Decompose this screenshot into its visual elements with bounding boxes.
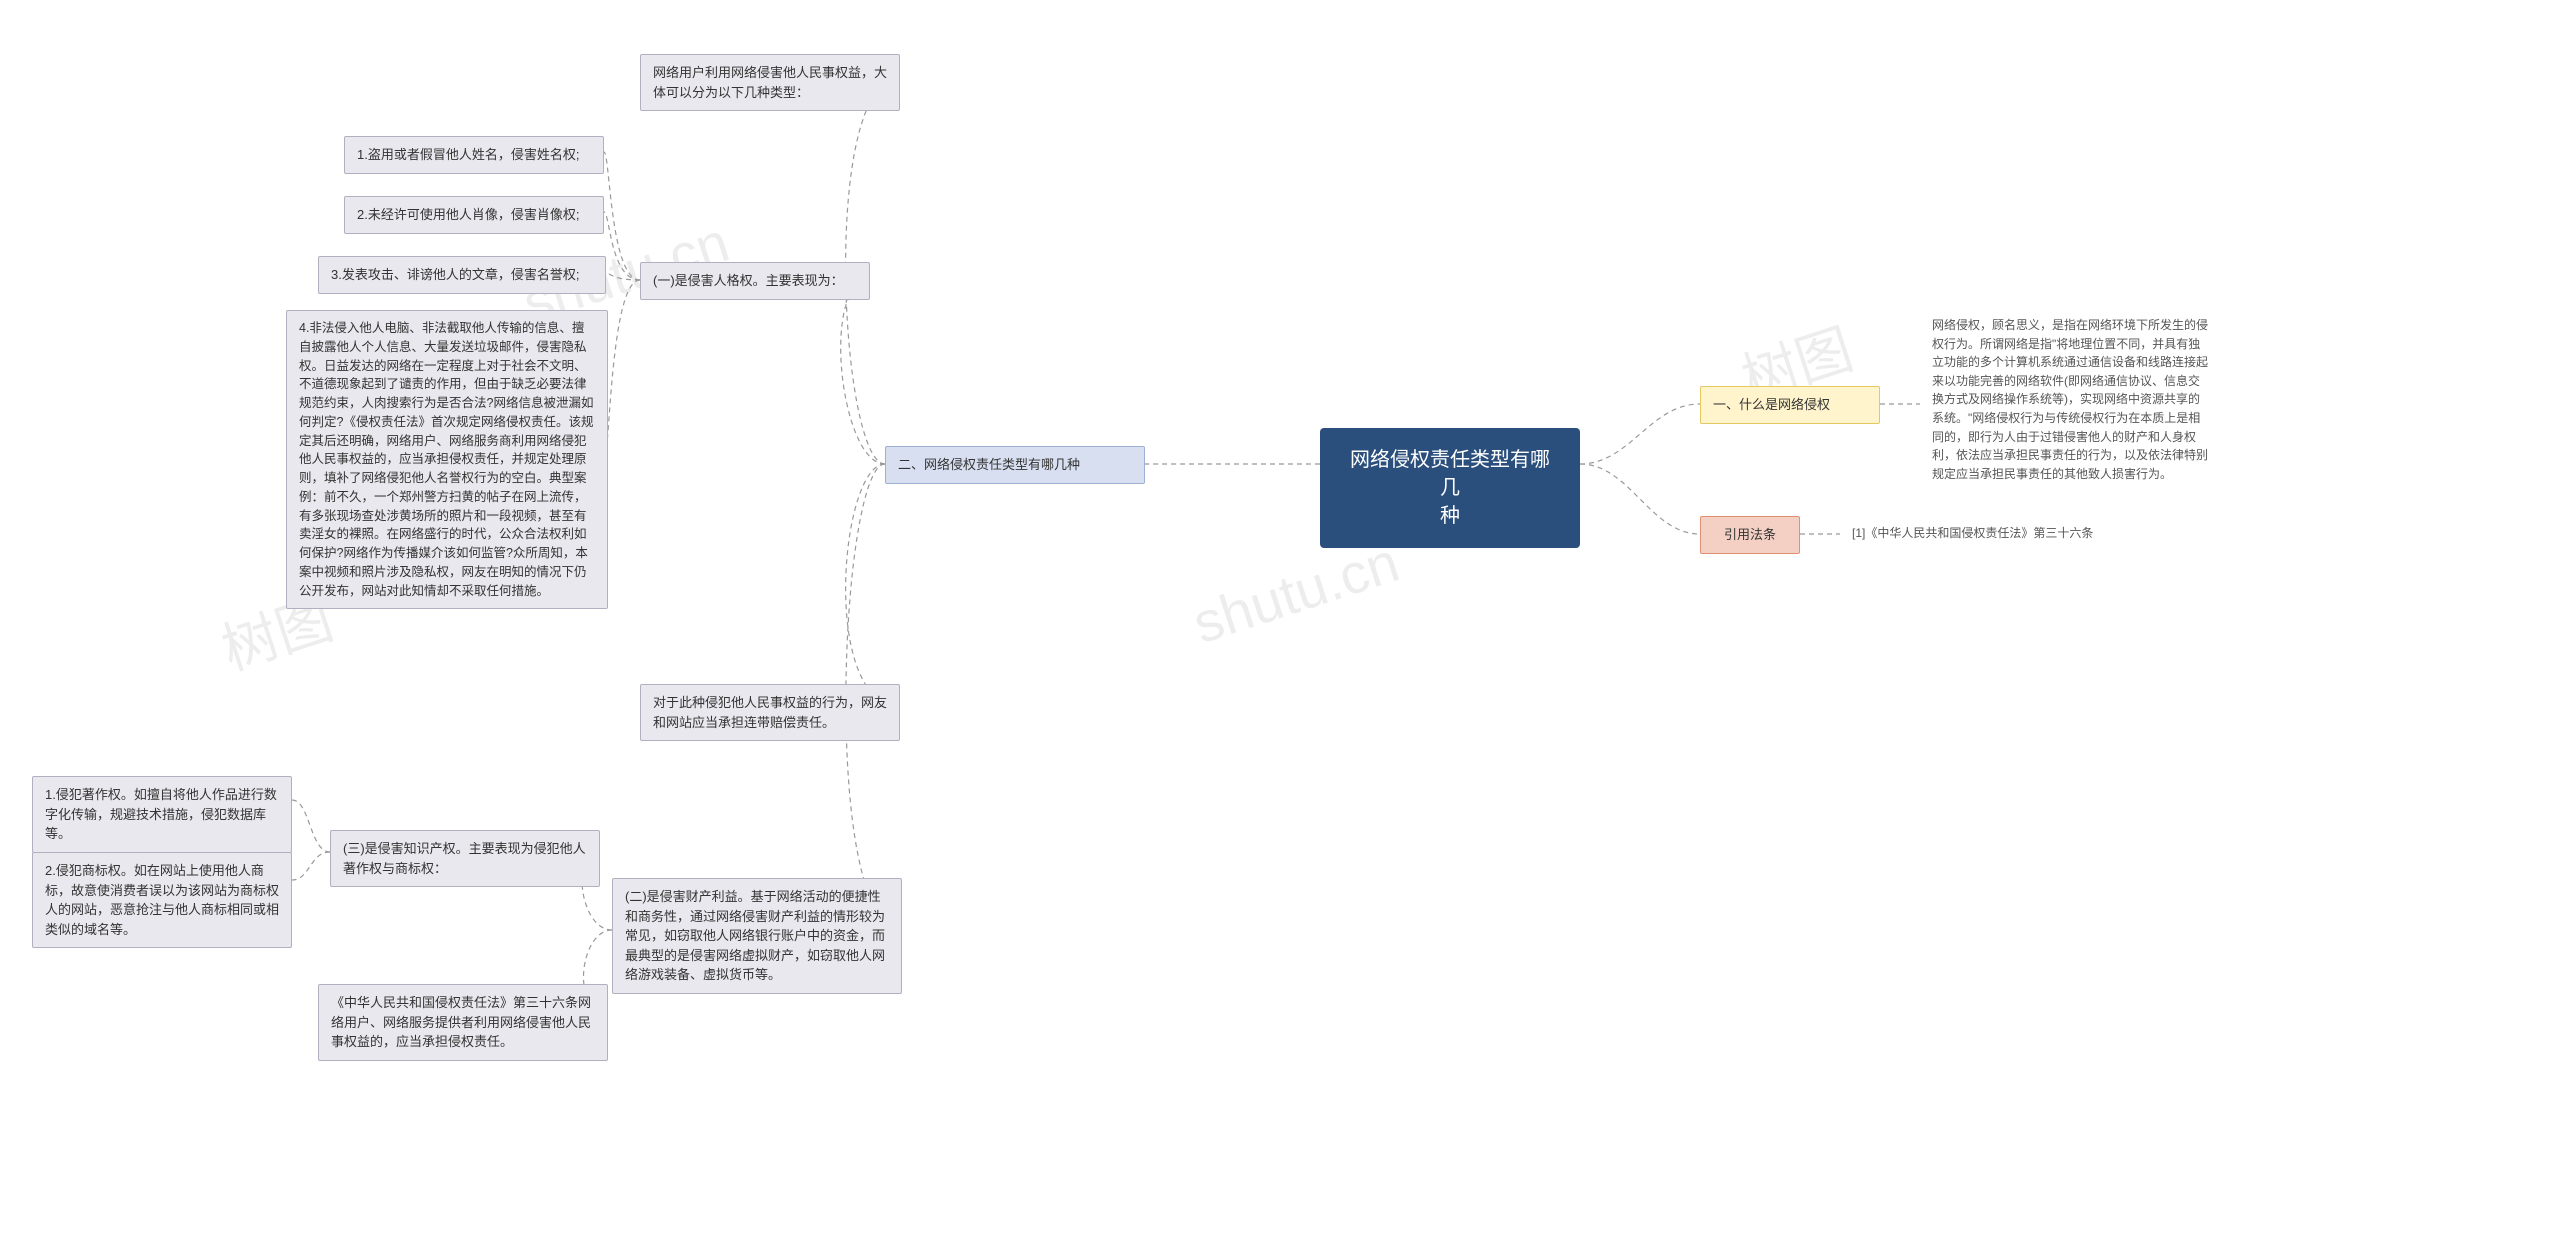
branch-types: 二、网络侵权责任类型有哪几种 <box>885 446 1145 484</box>
connector <box>604 272 640 280</box>
desc-citation: [1]《中华人民共和国侵权责任法》第三十六条 <box>1840 516 2120 550</box>
cat3-label: (三)是侵害知识产权。主要表现为侵犯他人著作权与商标权： <box>330 830 600 887</box>
cat3-item-2: 2.侵犯商标权。如在网站上使用他人商标，故意使消费者误以为该网站为商标权人的网站… <box>32 852 292 948</box>
connector <box>604 212 640 280</box>
connector <box>1580 404 1700 464</box>
cat3-item-1: 1.侵犯著作权。如擅自将他人作品进行数字化传输，规避技术措施，侵犯数据库等。 <box>32 776 292 853</box>
cat1-item-1: 1.盗用或者假冒他人姓名，侵害姓名权; <box>344 136 604 174</box>
branch-what-is: 一、什么是网络侵权 <box>1700 386 1880 424</box>
connector <box>604 280 640 460</box>
cat2-text: (二)是侵害财产利益。基于网络活动的便捷性和商务性，通过网络侵害财产利益的情形较… <box>612 878 902 994</box>
cat1-item-4: 4.非法侵入他人电脑、非法截取他人传输的信息、擅自披露他人个人信息、大量发送垃圾… <box>286 310 608 609</box>
cat1-conclusion: 对于此种侵犯他人民事权益的行为，网友和网站应当承担连带赔偿责任。 <box>640 684 900 741</box>
connector <box>1580 464 1700 534</box>
cat3-law: 《中华人民共和国侵权责任法》第三十六条网络用户、网络服务提供者利用网络侵害他人民… <box>318 984 608 1061</box>
intro-text: 网络用户利用网络侵害他人民事权益，大体可以分为以下几种类型： <box>640 54 900 111</box>
connector <box>841 280 885 464</box>
root-title-1: 网络侵权责任类型有哪几 <box>1344 446 1556 502</box>
cat1-item-2: 2.未经许可使用他人肖像，侵害肖像权; <box>344 196 604 234</box>
desc-what-is: 网络侵权，顾名思义，是指在网络环境下所发生的侵权行为。所谓网络是指"将地理位置不… <box>1920 308 2220 491</box>
cat1-item-3: 3.发表攻击、诽谤他人的文章，侵害名誉权; <box>318 256 606 294</box>
connector <box>292 852 330 880</box>
connector <box>846 464 900 706</box>
cat1-label: (一)是侵害人格权。主要表现为： <box>640 262 870 300</box>
branch-citation: 引用法条 <box>1700 516 1800 554</box>
connector <box>604 152 640 280</box>
connector <box>292 800 330 852</box>
connector-layer <box>0 0 2560 1253</box>
root-title-2: 种 <box>1344 502 1556 530</box>
root-node: 网络侵权责任类型有哪几 种 <box>1320 428 1580 548</box>
